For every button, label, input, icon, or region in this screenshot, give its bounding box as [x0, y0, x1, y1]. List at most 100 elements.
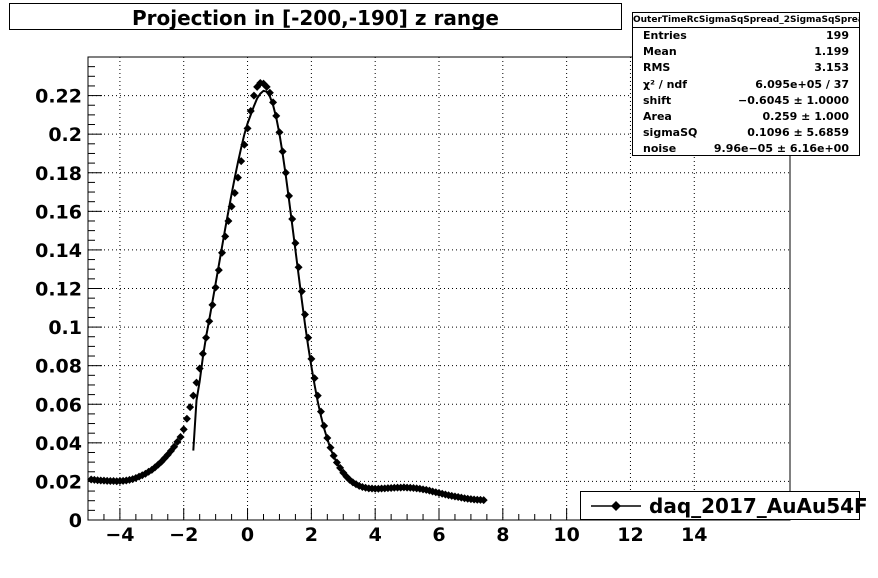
data-point: [272, 111, 281, 120]
title-box: Projection in [-200,-190] z range: [9, 3, 622, 30]
data-point: [179, 425, 188, 434]
data-point: [336, 463, 345, 472]
data-point: [249, 91, 258, 100]
y-tick-label: 0.1: [48, 317, 82, 339]
data-point: [323, 434, 332, 443]
data-point: [214, 266, 223, 275]
data-point: [332, 458, 341, 467]
stats-value: 0.259 ± 1.000: [762, 109, 849, 123]
data-markers: [87, 79, 488, 505]
data-point: [243, 124, 252, 133]
data-point: [211, 283, 220, 292]
data-point: [278, 147, 287, 156]
data-point: [326, 443, 335, 452]
data-point: [329, 451, 338, 460]
x-tick-label: 2: [305, 524, 318, 546]
stats-row: Entries 199: [633, 28, 859, 44]
data-point: [189, 391, 198, 400]
stats-row: RMS 3.153: [633, 60, 859, 76]
tick-labels: −4 −2 0 2 4 6 8 10 12 14 0 0.02 0.04 0.06 0.08 0.1 0.12 0…: [35, 86, 707, 546]
stats-row: shift −0.6045 ± 1.0000: [633, 93, 859, 109]
stats-value: 6.095e+05 / 37: [755, 77, 849, 91]
legend-box: daq_2017_AuAu54F: [580, 491, 868, 520]
data-point: [262, 82, 271, 91]
legend-label: daq_2017_AuAu54F: [649, 494, 868, 518]
data-point: [294, 263, 303, 272]
x-tick-label: 4: [369, 524, 382, 546]
data-point: [230, 189, 239, 198]
data-point: [195, 364, 204, 373]
data-point: [285, 191, 294, 200]
stats-value: −0.6045 ± 1.0000: [738, 93, 849, 107]
stats-label: Mean: [643, 45, 677, 59]
data-point: [192, 378, 201, 387]
data-point: [313, 391, 322, 400]
y-tick-label: 0.08: [35, 356, 82, 378]
data-point: [198, 349, 207, 358]
data-point: [170, 442, 179, 451]
data-point: [208, 300, 217, 309]
stats-value: 199: [826, 29, 849, 42]
stats-label: noise: [643, 142, 677, 156]
data-point: [233, 173, 242, 182]
y-tick-label: 0.12: [35, 279, 82, 301]
data-point: [316, 407, 325, 416]
data-point: [310, 374, 319, 383]
stats-row: sigmaSQ 0.1096 ± 5.6859: [633, 125, 859, 141]
data-point: [300, 310, 309, 319]
data-point: [227, 202, 236, 211]
x-tick-label: 12: [617, 524, 643, 546]
data-point: [237, 157, 246, 166]
legend-marker: [591, 501, 641, 511]
y-tick-label: 0.22: [35, 86, 82, 108]
stats-row: Area 0.259 ± 1.000: [633, 109, 859, 125]
x-tick-label: 6: [432, 524, 445, 546]
stats-row: noise 9.96e−05 ± 6.16e+00: [633, 141, 859, 157]
data-point: [288, 215, 297, 224]
grid-lines: [88, 57, 790, 520]
stats-label: Area: [643, 109, 672, 123]
stats-row: χ² / ndf 6.095e+05 / 37: [633, 77, 859, 93]
data-point: [186, 403, 195, 412]
stats-value: 1.199: [814, 45, 849, 59]
y-tick-label: 0.16: [35, 201, 82, 223]
stats-value: 9.96e−05 ± 6.16e+00: [713, 142, 849, 156]
stats-label: Entries: [643, 29, 687, 42]
x-tick-label: −4: [105, 524, 134, 546]
data-point: [269, 98, 278, 107]
stats-row: Mean 1.199: [633, 44, 859, 60]
fit-line: [192, 89, 357, 488]
data-point: [304, 333, 313, 342]
data-point: [173, 437, 182, 446]
stats-histogram-name: OuterTimeRcSigmaSqSpread_2SigmaSqSpread: [633, 13, 859, 28]
x-tick-label: 10: [553, 524, 579, 546]
stats-value: 3.153: [814, 61, 849, 75]
stats-label: sigmaSQ: [643, 126, 698, 140]
x-tick-label: −2: [169, 524, 198, 546]
data-point: [240, 140, 249, 149]
data-point: [182, 414, 191, 423]
data-point: [218, 248, 227, 257]
x-tick-label: 0: [241, 524, 254, 546]
y-tick-label: 0.06: [35, 394, 82, 416]
data-point: [224, 216, 233, 225]
data-point: [307, 354, 316, 363]
data-point: [246, 107, 255, 116]
data-point: [176, 433, 185, 442]
data-point: [281, 168, 290, 177]
data-point: [479, 496, 488, 505]
data-point: [221, 232, 230, 241]
y-tick-label: 0.2: [48, 124, 82, 146]
fit-curve: [192, 89, 357, 488]
chart-title: Projection in [-200,-190] z range: [132, 6, 499, 30]
data-point: [320, 421, 329, 430]
y-tick-label: 0.14: [35, 240, 82, 262]
data-point: [265, 88, 274, 97]
y-tick-label: 0.02: [35, 471, 82, 493]
stats-box: OuterTimeRcSigmaSqSpread_2SigmaSqSpread …: [632, 12, 860, 156]
y-tick-label: 0.04: [35, 433, 82, 455]
data-point: [297, 287, 306, 296]
stats-value: 0.1096 ± 5.6859: [747, 126, 849, 140]
y-tick-label: 0: [69, 510, 82, 532]
